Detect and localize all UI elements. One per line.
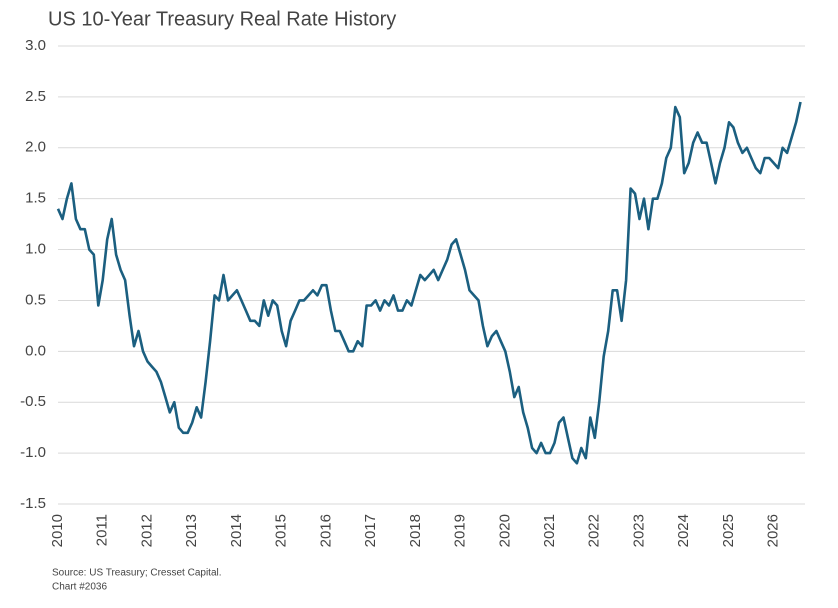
x-tick-label: 2010 <box>49 514 66 547</box>
x-tick-label: 2023 <box>630 514 647 547</box>
x-tick-label: 2017 <box>362 514 379 547</box>
y-tick-label: 2.5 <box>25 88 46 105</box>
x-tick-label: 2012 <box>138 514 155 547</box>
y-tick-label: 0.0 <box>25 342 46 359</box>
y-tick-label: 0.5 <box>25 291 46 308</box>
y-tick-label: -1.0 <box>20 444 46 461</box>
y-tick-label: 2.0 <box>25 139 46 156</box>
y-tick-label: 1.5 <box>25 190 46 207</box>
x-tick-label: 2024 <box>675 514 692 547</box>
x-tick-label: 2018 <box>407 514 424 547</box>
x-tick-label: 2013 <box>183 514 200 547</box>
x-tick-label: 2021 <box>541 514 558 547</box>
x-tick-label: 2015 <box>273 514 290 547</box>
source-note: Source: US Treasury; Cresset Capital. <box>52 568 222 579</box>
x-tick-label: 2014 <box>228 514 245 547</box>
chart-title: US 10-Year Treasury Real Rate History <box>48 8 396 30</box>
x-tick-label: 2022 <box>586 514 603 547</box>
y-tick-label: -0.5 <box>20 393 46 410</box>
x-tick-label: 2025 <box>720 514 737 547</box>
x-tick-label: 2020 <box>496 514 513 547</box>
x-tick-label: 2026 <box>765 514 782 547</box>
chart-number: Chart #2036 <box>52 582 107 593</box>
x-tick-label: 2019 <box>452 514 469 547</box>
x-tick-label: 2016 <box>317 514 334 547</box>
y-tick-label: 1.0 <box>25 241 46 258</box>
y-tick-label: 3.0 <box>25 37 46 54</box>
y-tick-label: -1.5 <box>20 495 46 512</box>
x-tick-label: 2011 <box>94 514 111 546</box>
data-line <box>56 101 802 465</box>
